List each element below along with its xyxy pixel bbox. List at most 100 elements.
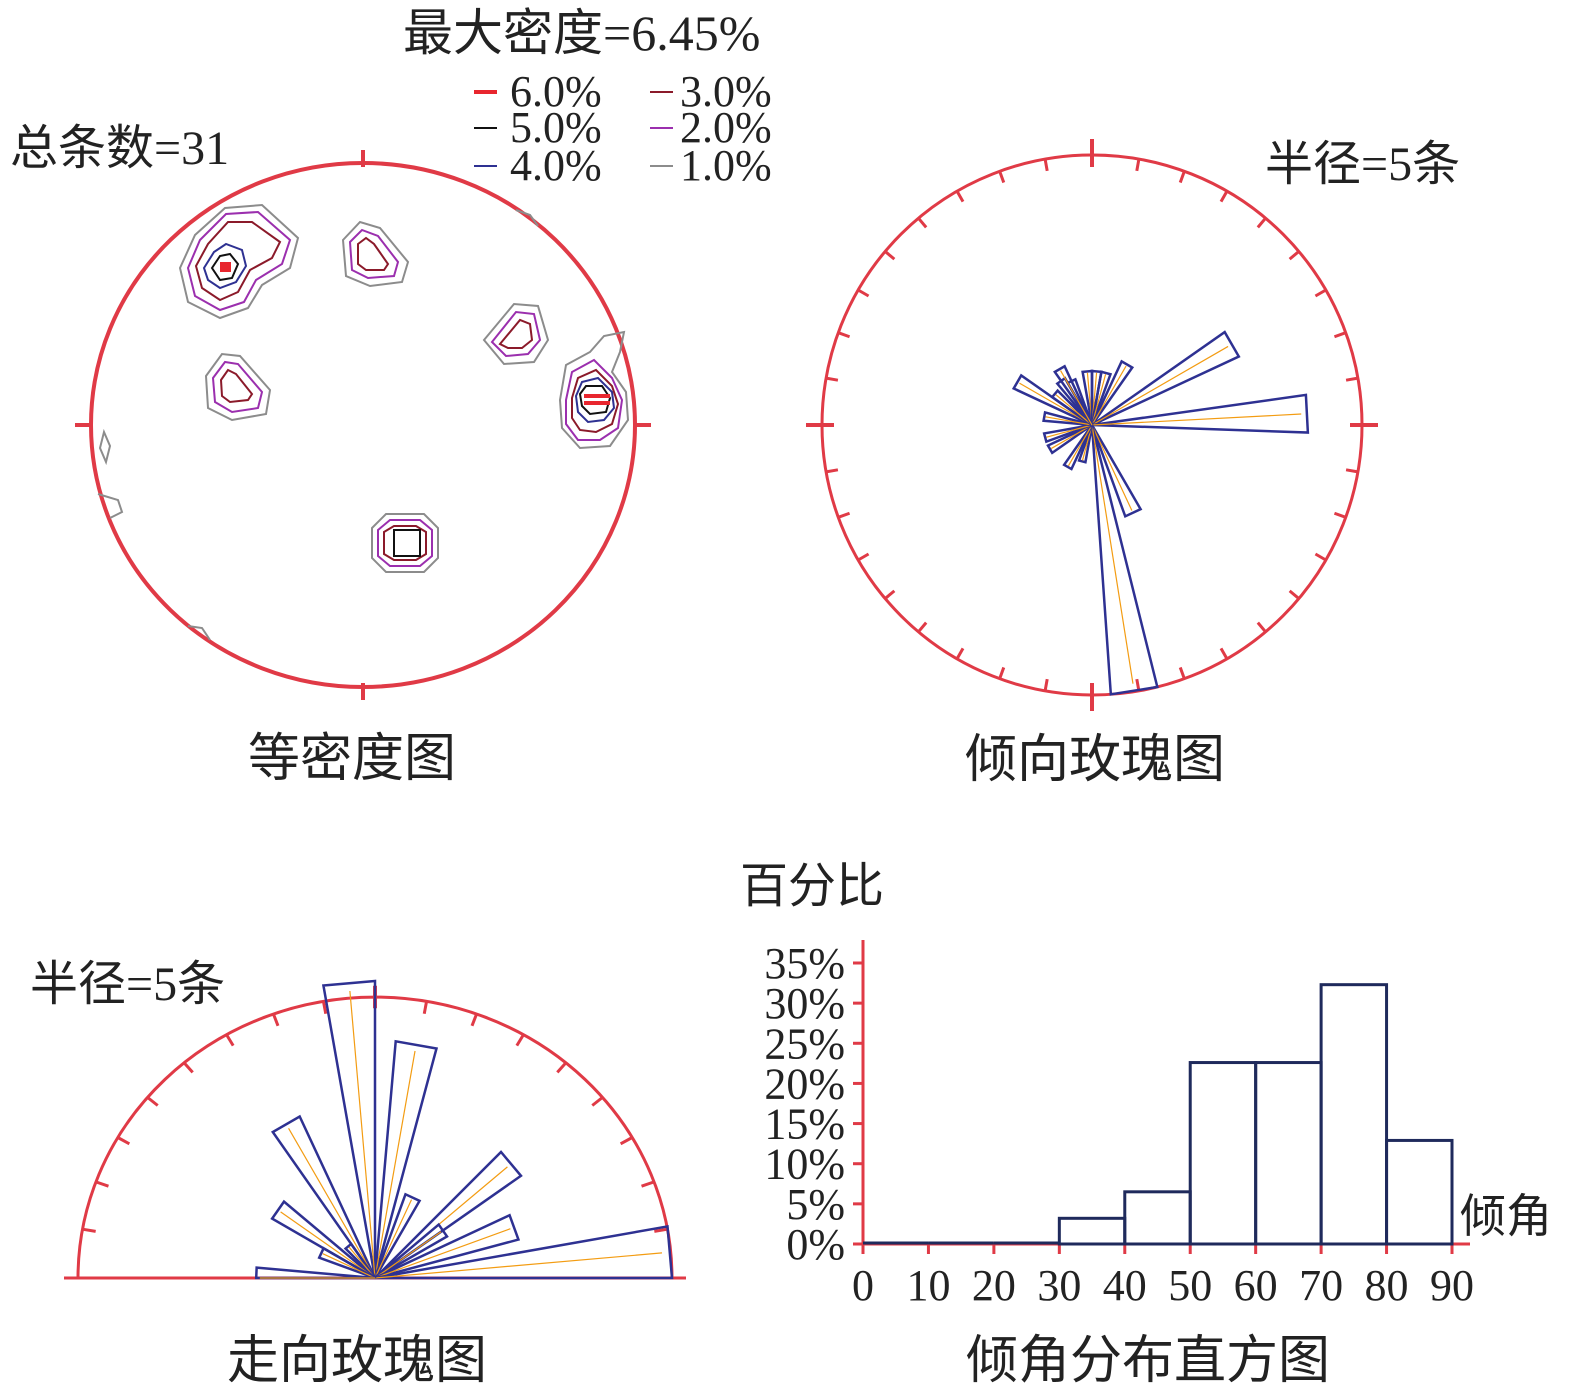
dip-rose-tick — [998, 170, 1006, 184]
strike-rose-petal-axis — [374, 1252, 663, 1279]
strike-rose-petal — [374, 1150, 523, 1280]
contour-cluster-s — [371, 513, 439, 573]
dip-rose-tick — [998, 666, 1006, 680]
dip-histogram: 百分比 0%5%10%15%20%25%30%35% 0 10 20 30 40 50 60… — [740, 860, 1552, 1390]
dip-rose-tick — [1043, 158, 1049, 172]
legend-label-4: 4.0% — [510, 141, 602, 190]
contour-cluster-ne — [482, 302, 550, 366]
dip-rose-tick — [1219, 190, 1229, 203]
dip-rose-tick — [1314, 552, 1327, 562]
dip-rose-tick — [857, 552, 870, 562]
dip-rose-petal-axis — [1091, 424, 1133, 511]
strike-rose-tick — [117, 1136, 131, 1146]
strike-rose-petal-axis — [280, 1211, 376, 1279]
histogram-x-tick-label: 30 — [1037, 1261, 1081, 1310]
histogram-bar — [1385, 1138, 1454, 1246]
contour-caption: 等密度图 — [248, 731, 456, 788]
histogram-bar — [1254, 1061, 1323, 1246]
dip-rose-petal — [1091, 393, 1310, 434]
dip-rose-tick — [1288, 589, 1300, 600]
dip-rose-caption: 倾向玫瑰图 — [965, 732, 1225, 789]
dip-rose-tick — [1178, 666, 1186, 680]
histogram-y-ticks: 0%5%10%15%20%25%30%35% — [764, 939, 863, 1269]
strike-rose-tick — [272, 1013, 280, 1027]
strike-rose-petal — [374, 1222, 449, 1280]
dip-rose-petal-axis — [1091, 374, 1107, 426]
dip-rose-petal-axis — [1046, 424, 1093, 438]
strike-rose-petal — [343, 1242, 377, 1279]
strike-rose-tick — [182, 1061, 194, 1074]
strike-rose-petal-axis — [374, 1231, 442, 1279]
dip-rose-tick — [1256, 217, 1267, 229]
histogram-y-tick-label: 0% — [786, 1220, 845, 1269]
histogram-x-tick-label: 10 — [906, 1261, 950, 1310]
strike-rose-tick — [641, 1180, 655, 1188]
dip-rose-tick — [1333, 511, 1347, 519]
histogram-x-tick-label: 60 — [1234, 1261, 1278, 1310]
histogram-xlabel: 倾角 — [1460, 1191, 1552, 1242]
dip-rose-petal-axis — [1091, 424, 1134, 684]
dip-rose-tick — [1288, 250, 1300, 261]
strike-rose-petal — [373, 1039, 439, 1279]
legend-label-5: 5.0% — [510, 103, 602, 152]
histogram-bar — [1188, 1061, 1258, 1246]
dip-rose-petal-axis — [1045, 416, 1093, 426]
strike-rose-petal — [317, 1246, 376, 1280]
dip-rose-petal-axis — [1091, 345, 1229, 426]
dip-rose-tick — [1178, 170, 1186, 184]
histogram-x-tick-label: 0 — [852, 1261, 874, 1310]
strike-rose-tick — [82, 1227, 96, 1233]
histogram-y-tick-label: 30% — [764, 979, 845, 1028]
histogram-y-tick-label: 35% — [764, 939, 845, 988]
dip-rose-tick — [1135, 158, 1141, 172]
histogram-ylabel: 百分比 — [740, 860, 884, 913]
strike-rose-petal-axis — [349, 990, 376, 1279]
strike-rose-tick — [422, 1000, 429, 1014]
dip-direction-rose: 半径=5条 倾向玫瑰图 — [806, 138, 1460, 789]
histogram-bar — [1057, 1216, 1127, 1246]
dip-rose-petal — [1090, 359, 1135, 426]
dip-rose-petal — [1090, 424, 1159, 696]
strike-rose-tick — [225, 1033, 235, 1047]
dip-rose-petal — [1046, 423, 1093, 455]
stereonet-circle — [89, 161, 637, 689]
histogram-y-tick-label: 10% — [764, 1140, 845, 1189]
contour-legend: 6.0% 5.0% 4.0% 3.0% 2.0% 1.0% — [474, 67, 772, 190]
dip-rose-tick — [857, 288, 870, 298]
dip-rose-petal — [1077, 424, 1094, 464]
strike-rose-tick — [654, 1227, 668, 1233]
histogram-title: 倾角分布直方图 — [966, 1333, 1330, 1390]
histogram-y-tick-label: 5% — [786, 1180, 845, 1229]
dip-rose-tick — [1219, 647, 1229, 660]
dip-rose-petal — [1062, 424, 1094, 471]
dip-rose-tick — [825, 468, 839, 474]
dip-rose-petal — [1042, 423, 1093, 444]
dip-rose-tick — [955, 190, 965, 203]
dip-rose-petals — [1011, 330, 1310, 696]
dip-rose-tick — [837, 511, 851, 519]
strike-rose-caption: 走向玫瑰图 — [227, 1333, 487, 1390]
contour-fragments — [97, 209, 539, 641]
dip-rose-tick — [917, 621, 928, 633]
strike-rose-tick — [556, 1061, 568, 1074]
histogram-y-tick-label: 25% — [764, 1019, 845, 1068]
histogram-bar — [1123, 1190, 1192, 1246]
dip-rose-tick — [1256, 621, 1267, 633]
dip-rose-tick — [955, 647, 965, 660]
contour-cluster-e — [558, 330, 630, 450]
histogram-x-ticks: 0 10 20 30 40 50 60 70 80 90 — [852, 1244, 1474, 1310]
max-density-label: 最大密度=6.45% — [403, 5, 760, 61]
strike-rose-petal-axis — [322, 1253, 376, 1279]
strike-rose-petal-axis — [374, 1228, 511, 1279]
dip-rose-radius-label: 半径=5条 — [1265, 138, 1460, 191]
strike-rose-petal-axis — [288, 1128, 376, 1279]
histogram-x-tick-label: 80 — [1365, 1261, 1409, 1310]
dip-rose-petal — [1090, 370, 1113, 426]
strike-rose-petal — [321, 979, 377, 1279]
strike-rose-petals — [254, 979, 674, 1280]
dip-rose-tick — [1043, 678, 1049, 692]
histogram-x-tick-label: 40 — [1103, 1261, 1147, 1310]
dip-rose-tick — [825, 376, 839, 382]
histogram-bar — [1319, 983, 1389, 1246]
